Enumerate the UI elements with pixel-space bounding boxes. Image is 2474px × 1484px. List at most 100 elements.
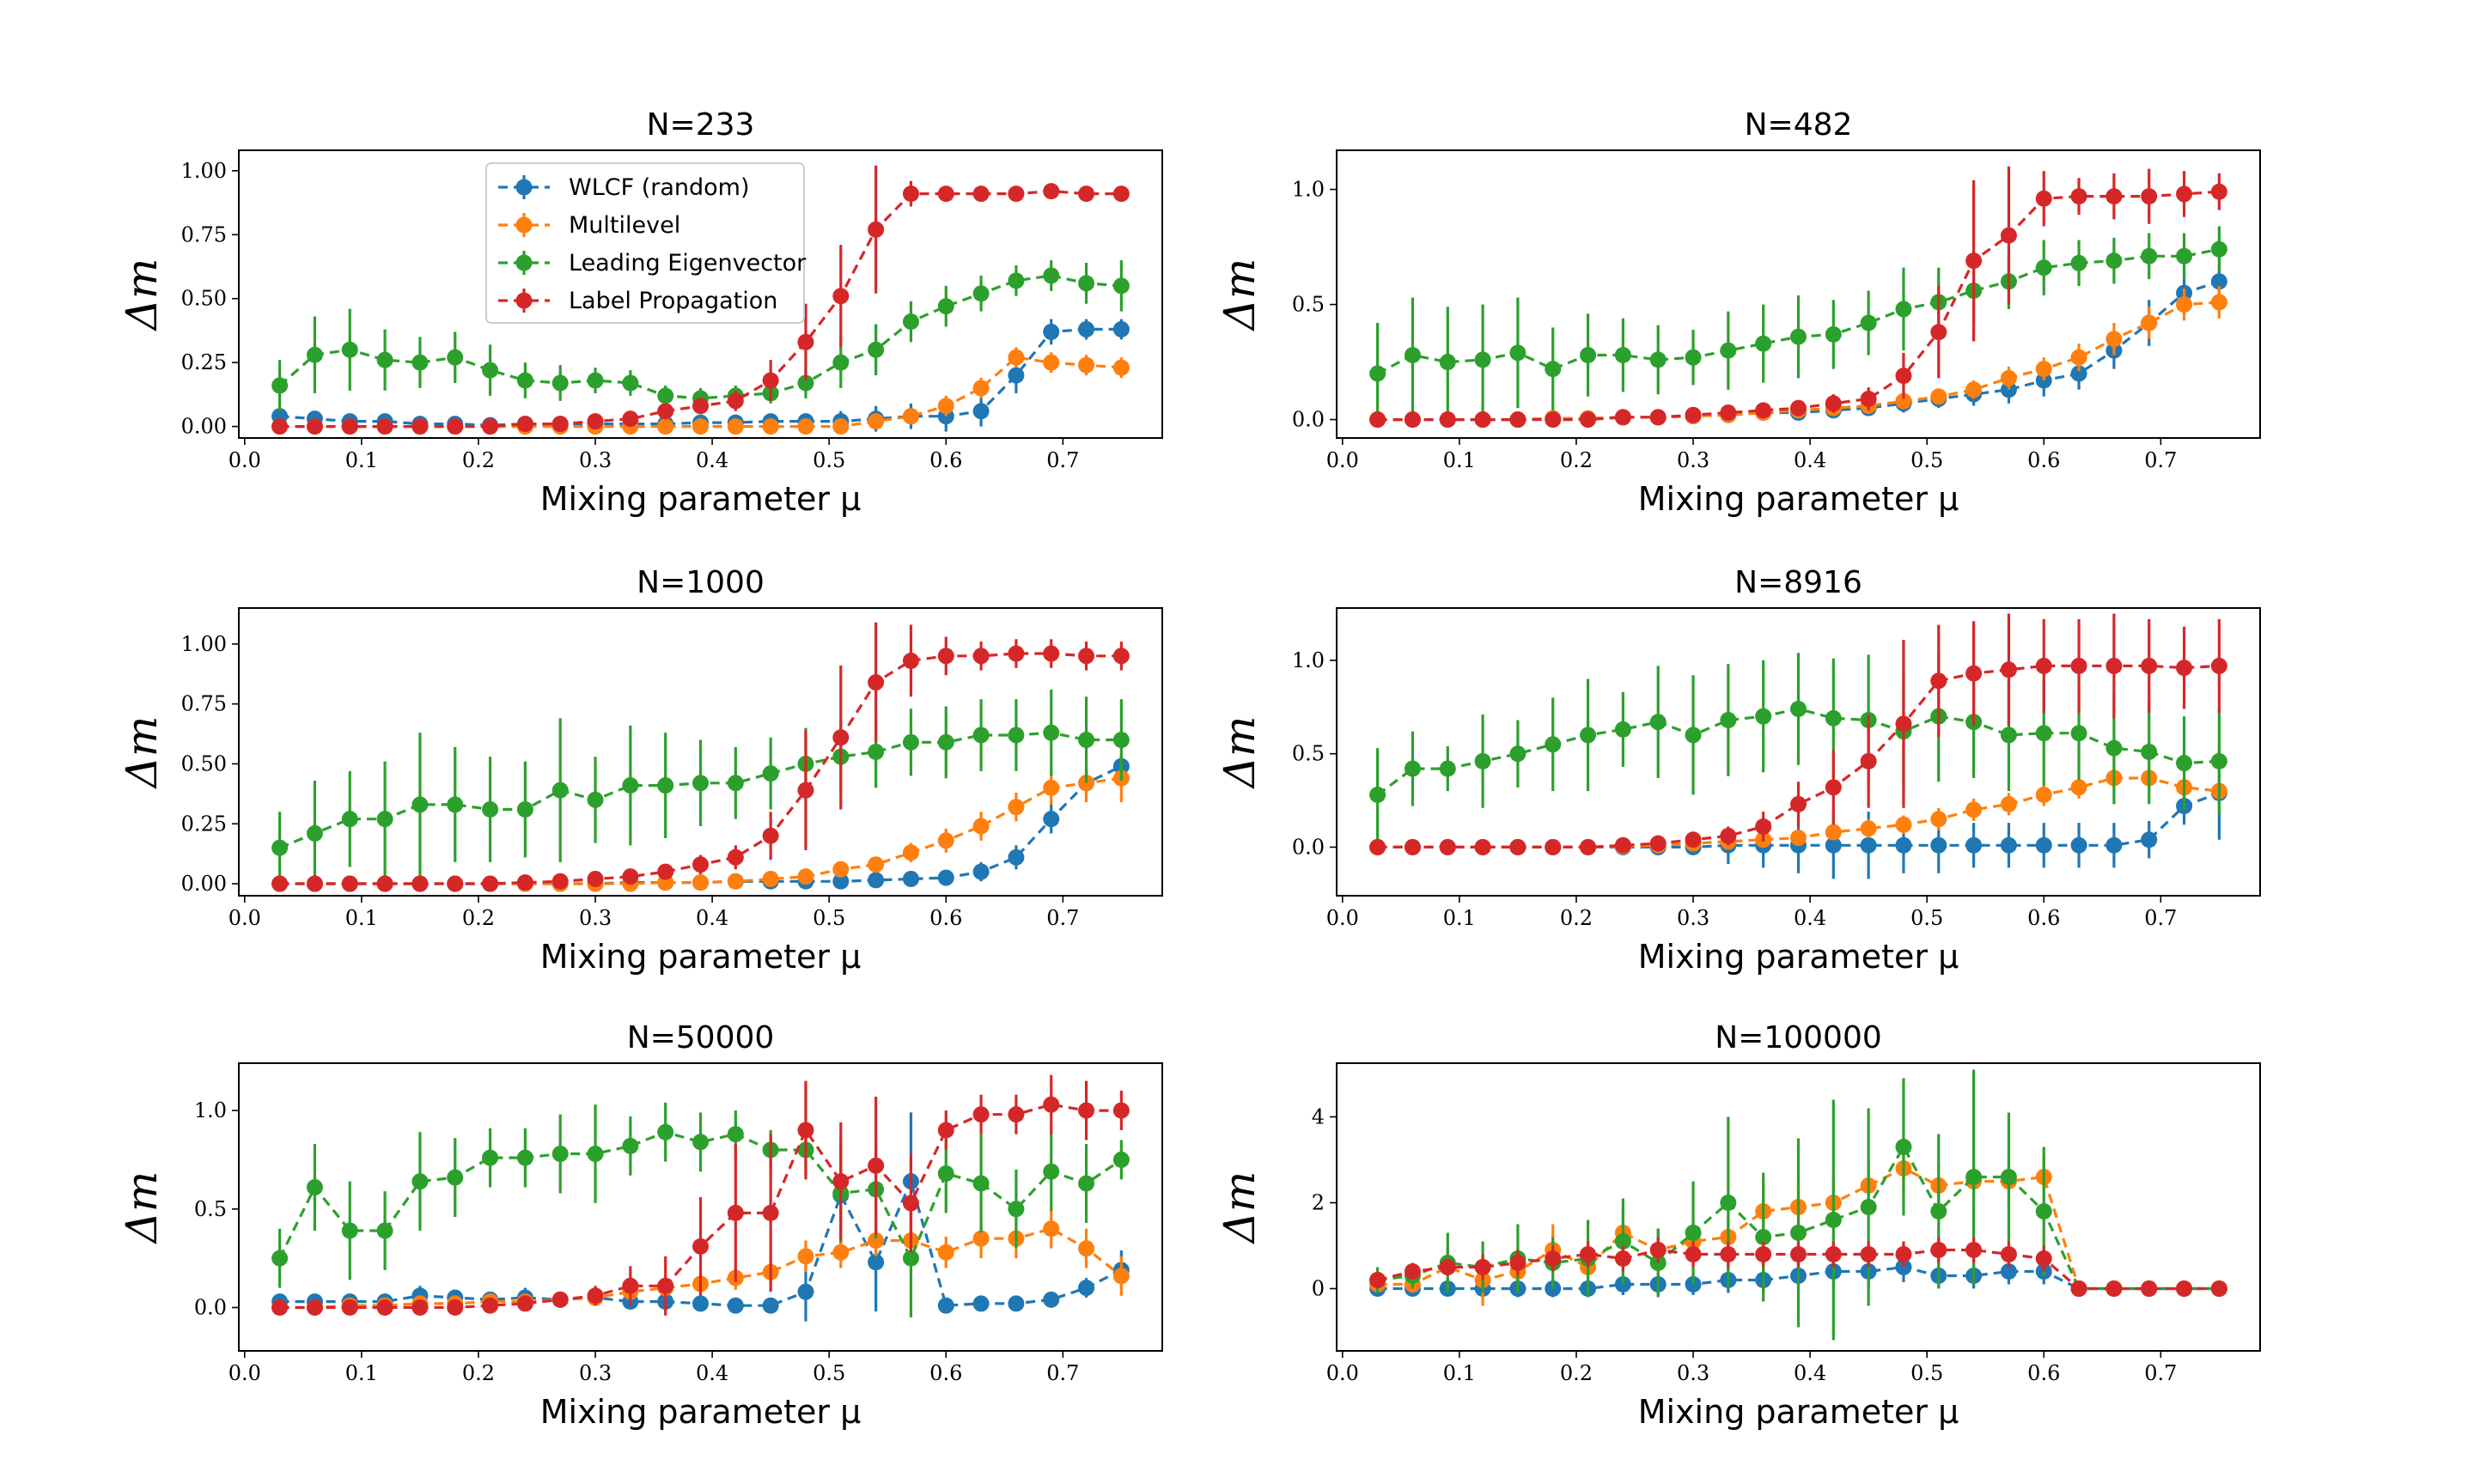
x-tick-label: 0.2 (462, 906, 495, 930)
data-point (1860, 314, 1877, 331)
data-point (2141, 188, 2158, 205)
y-axis-label: Δm (1215, 258, 1264, 332)
data-point (972, 186, 990, 203)
data-point (482, 418, 499, 435)
data-point (1860, 1199, 1877, 1215)
data-point (1755, 708, 1772, 725)
data-point (1685, 349, 1702, 366)
data-point (832, 729, 850, 746)
data-point (1825, 1212, 1842, 1228)
data-point (2176, 296, 2193, 313)
data-point (1078, 320, 1095, 338)
y-tick-label: 1.0 (194, 1098, 227, 1122)
data-point (2210, 294, 2227, 311)
data-point (2000, 1263, 2017, 1280)
x-tick-label: 0.4 (1794, 1361, 1826, 1385)
x-tick-label: 0.2 (462, 448, 495, 472)
data-point (1008, 1295, 1025, 1312)
data-point (2000, 661, 2017, 678)
data-point (622, 1277, 639, 1294)
data-point (1404, 411, 1421, 429)
data-point (551, 1146, 569, 1163)
data-point (1404, 347, 1421, 364)
axes-frame (238, 149, 1163, 439)
data-point (1720, 712, 1737, 729)
data-point (551, 873, 569, 890)
data-point (2000, 795, 2017, 812)
data-point (1790, 700, 1807, 717)
data-point (1043, 779, 1060, 796)
data-point (868, 1157, 885, 1174)
data-point (1078, 1280, 1095, 1297)
x-tick-label: 0.4 (696, 448, 728, 472)
data-point (902, 1195, 919, 1212)
data-point (482, 801, 499, 818)
data-point (1825, 395, 1842, 412)
x-tick-label: 0.5 (1910, 906, 1943, 930)
series-label-propagation (1369, 1237, 2227, 1297)
x-tick-label: 0.5 (1910, 1361, 1943, 1385)
data-point (972, 863, 990, 880)
y-tick-label: 0 (1312, 1277, 1325, 1301)
data-point (376, 811, 393, 828)
data-point (1112, 732, 1130, 749)
data-point (447, 349, 464, 366)
data-point (727, 873, 744, 890)
data-point (1112, 1102, 1130, 1119)
data-point (447, 796, 464, 813)
data-point (1965, 381, 1983, 398)
series-wlcf-random (271, 319, 1130, 434)
data-point (306, 1299, 323, 1317)
data-point (1008, 272, 1025, 289)
data-point (762, 1204, 779, 1221)
data-point (1895, 715, 1912, 733)
data-point (1860, 836, 1877, 854)
data-point (516, 1295, 533, 1312)
data-point (2035, 1250, 2052, 1267)
data-point (832, 1173, 850, 1190)
data-point (797, 1122, 814, 1139)
data-point (972, 1106, 990, 1123)
data-point (551, 782, 569, 799)
data-point (411, 418, 429, 435)
data-point (1930, 388, 1947, 405)
legend: WLCF (random) Multilevel Leading Eigenvect… (485, 162, 807, 324)
data-point (411, 875, 429, 892)
data-point (1790, 399, 1807, 417)
data-point (692, 874, 709, 891)
data-point (2035, 836, 2052, 854)
data-point (551, 374, 569, 392)
data-point (551, 416, 569, 433)
panel-title: N=1000 (637, 565, 765, 600)
series-leading-eigenvector (1369, 226, 2227, 424)
data-point (657, 1277, 674, 1294)
y-tick-label: 1.00 (181, 632, 227, 656)
data-point (2070, 657, 2087, 674)
data-point (1930, 811, 1947, 828)
x-axis-label: Mixing parameter μ (540, 938, 862, 976)
legend-label: Label Propagation (569, 288, 777, 314)
data-point (2000, 227, 2017, 244)
data-point (797, 868, 814, 885)
data-point (1369, 365, 1386, 382)
data-point (1509, 745, 1526, 763)
data-point (1860, 820, 1877, 837)
data-point (1369, 411, 1386, 429)
data-point (797, 782, 814, 799)
data-point (727, 392, 744, 410)
data-point (1790, 795, 1807, 812)
data-point (902, 313, 919, 331)
data-point (1790, 1246, 1807, 1262)
data-point (727, 848, 744, 866)
data-point (1509, 344, 1526, 362)
data-point (1895, 836, 1912, 854)
data-point (1545, 411, 1562, 429)
data-point (1509, 411, 1526, 429)
data-point (1078, 275, 1095, 292)
x-tick-label: 0.4 (696, 1361, 728, 1385)
data-point (1545, 1250, 1562, 1267)
data-point (622, 868, 639, 885)
data-point (516, 372, 533, 389)
data-point (341, 418, 358, 435)
data-point (1509, 1255, 1526, 1271)
